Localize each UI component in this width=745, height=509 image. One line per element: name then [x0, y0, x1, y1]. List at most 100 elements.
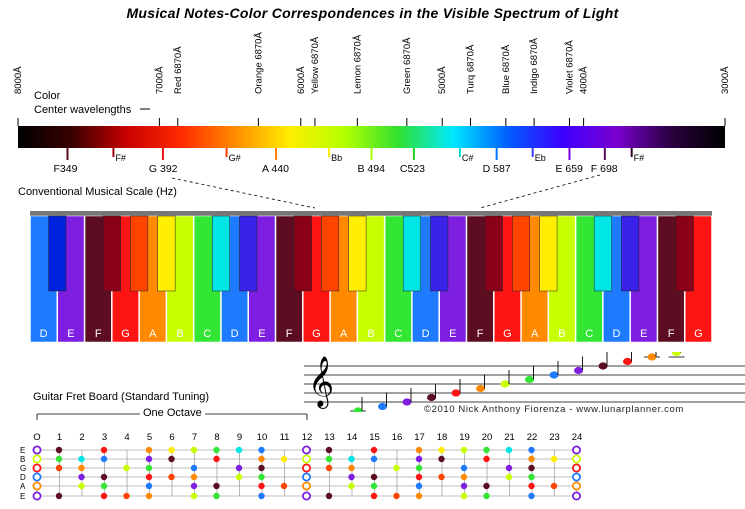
keyboard-top-bar — [30, 211, 712, 216]
white-key-label: G — [121, 328, 130, 340]
fret-number: 17 — [414, 432, 425, 443]
fret-note-dot — [325, 492, 333, 500]
black-key — [211, 215, 230, 292]
scale-note-label: Eb — [535, 153, 546, 163]
staff-note — [451, 389, 461, 397]
fret-note-dot — [213, 492, 220, 500]
wavelength-label: Green 6870Å — [402, 37, 413, 94]
white-key-label: D — [231, 328, 239, 340]
black-key — [130, 215, 149, 292]
fret-note-dot — [168, 446, 175, 454]
color-label: Color — [34, 90, 61, 102]
black-key — [157, 215, 176, 292]
fret-note-dot — [145, 492, 153, 500]
wavelength-label: 8000Å — [13, 66, 24, 94]
fret-note-dot — [190, 446, 198, 454]
fret-note-dot — [370, 473, 378, 481]
fret-note-dot — [213, 446, 220, 454]
fret-note-dot — [460, 473, 468, 481]
fret-note-dot — [438, 446, 445, 454]
scale-note-label: E 659 — [555, 163, 583, 175]
fret-note-dot — [258, 464, 265, 472]
fret-number: 9 — [237, 432, 242, 443]
wavelength-label: 4000Å — [579, 66, 590, 94]
fret-note-dot — [348, 473, 355, 481]
fret-note-dot — [415, 492, 423, 500]
scale-note-label: Bb — [331, 153, 342, 163]
fret-note-dot — [145, 446, 153, 454]
fret-note-dot — [258, 455, 265, 463]
fret-number: 16 — [392, 432, 403, 443]
fret-number: 24 — [572, 432, 583, 443]
black-key — [621, 215, 640, 292]
fret-note-dot — [325, 446, 333, 454]
fret-note-dot — [100, 446, 108, 454]
fret-number: 20 — [482, 432, 493, 443]
white-key-label: A — [340, 328, 348, 340]
spectrum-bar — [18, 126, 725, 148]
copyright-text: ©2010 Nick Anthony Fiorenza - www.lunarp… — [424, 404, 684, 415]
black-key — [239, 215, 258, 292]
fret-number: 22 — [527, 432, 538, 443]
fret-note-dot — [55, 492, 63, 500]
fret-note-dot — [348, 455, 355, 463]
fret-note-dot — [145, 464, 153, 472]
fret-note-dot — [528, 455, 535, 463]
white-key-label: E — [640, 328, 647, 340]
fret-note-dot — [55, 446, 63, 454]
string-label: E — [20, 492, 25, 501]
fret-note-ring — [32, 454, 42, 464]
fret-note-dot — [415, 464, 423, 472]
fret-note-dot — [550, 482, 558, 490]
white-key-label: F — [95, 328, 102, 340]
fret-note-dot — [145, 473, 153, 481]
black-key — [675, 215, 694, 292]
zoom-line-right — [479, 174, 601, 209]
fret-note-dot — [460, 464, 468, 472]
white-key-label: B — [367, 328, 374, 340]
fret-note-dot — [280, 455, 288, 463]
spectrum-diagram: 8000Å 7000Å Red 6870Å Orange 6870Å 6000Å Yell… — [13, 32, 731, 209]
white-key-label: E — [258, 328, 265, 340]
staff-note — [623, 357, 632, 366]
scale-note-label: C523 — [400, 163, 425, 175]
white-key-label: F — [286, 328, 293, 340]
fret-note-dot — [370, 455, 378, 463]
fret-note-dot — [168, 473, 175, 481]
fret-note-dot — [415, 455, 423, 463]
fret-note-dot — [483, 455, 490, 463]
wavelength-label: Indigo 6870Å — [529, 37, 540, 94]
fret-note-ring — [572, 445, 582, 455]
fret-note-dot — [190, 492, 198, 500]
staff-note — [549, 371, 559, 379]
fret-note-dot — [528, 492, 535, 500]
fret-note-dot — [190, 473, 198, 481]
scale-note-label: G 392 — [149, 163, 178, 175]
scale-note-label: C# — [462, 153, 474, 163]
staff-note — [672, 352, 681, 357]
fret-note-dot — [348, 482, 355, 490]
fret-number: 18 — [437, 432, 448, 443]
fret-note-dot — [55, 455, 63, 463]
fret-note-dot — [438, 455, 445, 463]
white-key-label: E — [67, 328, 74, 340]
white-key-label: C — [203, 328, 211, 340]
scale-note-label: F 698 — [591, 163, 618, 175]
fret-note-dot — [483, 446, 490, 454]
white-key-label: C — [394, 328, 402, 340]
fret-note-dot — [438, 473, 445, 481]
fret-number: 4 — [124, 432, 129, 443]
fret-note-dot — [460, 446, 468, 454]
fret-number: 7 — [192, 432, 197, 443]
fret-note-ring — [572, 491, 582, 501]
black-key — [430, 215, 449, 292]
white-key-label: B — [558, 328, 565, 340]
fret-note-dot — [78, 473, 85, 481]
staff-note — [476, 384, 485, 393]
fret-note-dot — [100, 482, 108, 490]
center-wavelengths-label: Center wavelengths — [34, 104, 132, 116]
wavelength-label: Blue 6870Å — [501, 44, 512, 94]
fret-note-dot — [258, 473, 265, 481]
black-key — [348, 215, 367, 292]
fret-note-ring — [301, 445, 311, 455]
